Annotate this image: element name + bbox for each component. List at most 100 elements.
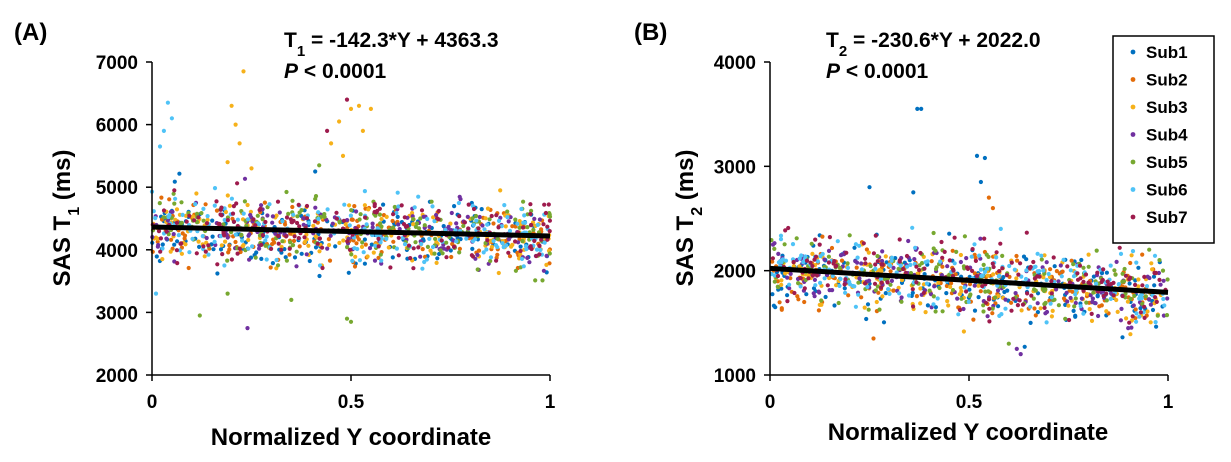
panel-b-point-sub5 [931,230,936,236]
panel-a-point-sub7 [192,218,197,223]
panel-a-point-sub7 [528,202,533,207]
panel-a-point-sub7 [184,219,189,224]
panel-a-point-sub6 [256,222,262,227]
panel-a-point-sub3 [155,236,160,241]
panel-a-point-sub7 [363,215,368,220]
panel-a-point-sub7 [534,253,539,259]
panel-a-point-sub7 [215,262,220,267]
panel-a-point-sub6 [394,210,399,216]
panel-b-point-sub7 [1004,273,1010,278]
panel-b-y-axis-title-unit: (ms) [672,150,699,207]
panel-a-point-sub5 [290,198,295,203]
panel-a-point-sub3 [365,254,370,259]
panel-a-point-sub7 [469,253,474,258]
panel-a-point-sub2 [390,218,395,224]
panel-a-point-sub1 [154,254,159,259]
panel-b-point-sub7 [974,274,980,279]
panel-b-point-sub5 [1071,262,1076,267]
panel-a-outlier-sub5 [348,319,354,324]
panel-a-point-sub5 [470,216,475,221]
panel-a-point-sub7 [179,241,184,246]
panel-a-point-sub4 [273,231,278,236]
panel-a-point-sub7 [541,222,546,227]
panel-b-point-sub6 [969,254,974,259]
panel-b-point-sub2 [940,264,945,269]
panel-b-point-sub4 [817,290,822,295]
panel-a-point-sub7 [219,205,224,210]
panel-b-point-sub7 [983,300,989,305]
panel-b-point-sub3 [779,282,784,287]
panel-b-point-sub7 [817,242,822,247]
panel-b-point-sub7 [808,260,813,265]
panel-b-point-sub5 [1039,257,1044,262]
panel-b-point-sub7 [783,228,788,233]
panel-a-point-sub4 [480,223,485,228]
panel-b-point-sub7 [1105,279,1110,284]
panel-b-point-sub6 [938,259,943,264]
panel-a-point-sub6 [534,247,540,252]
panel-b-point-sub6 [1048,301,1053,306]
panel-a-point-sub7 [439,238,444,243]
panel-b-point-sub5 [1132,293,1137,298]
panel-b-point-sub7 [814,273,820,278]
panel-b-point-sub2 [829,245,835,251]
panel-b-point-sub4 [1003,297,1008,302]
panel-b-point-sub3 [866,250,871,255]
panel-a-point-sub6 [488,255,494,260]
panel-b-outlier-sub1 [982,155,988,161]
panel-a-point-sub6 [379,236,384,241]
panel-a-point-sub7 [302,235,307,240]
panel-b-point-sub6 [853,242,859,247]
panel-a-point-sub5 [295,214,300,219]
panel-a-point-sub4 [418,254,423,259]
panel-b-point-sub7 [964,289,969,294]
panel-b-point-sub6 [818,280,823,285]
panel-b-point-sub4 [891,265,896,270]
panel-a-point-sub5 [378,252,383,257]
panel-b-point-sub6 [952,261,957,266]
panel-b-point-sub6 [906,293,912,298]
panel-a-point-sub4 [313,205,318,210]
panel-b-point-sub7 [872,281,878,286]
panel-b-point-sub7 [810,263,815,269]
panel-b-point-sub6 [913,245,918,250]
panel-b-point-sub6 [1094,281,1099,286]
panel-b-point-sub5 [1155,313,1160,318]
panel-a-point-sub2 [420,247,425,252]
panel-a-point-sub6 [306,220,311,225]
legend-entries: Sub1 Sub2 Sub3 Sub4 Sub5 Sub6 Sub7 [1130,43,1188,227]
panel-a-point-sub4 [379,261,384,266]
panel-a-point-sub2 [203,202,208,207]
panel-b-outlier-sub1 [1022,344,1027,349]
panel-a-point-sub6 [502,203,507,208]
panel-b-point-sub3 [880,294,885,299]
panel-b-point-sub2 [1099,303,1104,308]
panel-b-point-sub1 [1154,324,1159,329]
panel-a-outlier-sub6 [157,144,163,149]
panel-a-point-sub7 [494,213,499,218]
panel-a-outlier-sub3 [329,141,334,146]
panel-a-point-sub7 [196,215,201,220]
panel-a-point-sub6 [241,211,246,216]
panel-b-p-symbol: P [826,60,841,83]
panel-a-point-sub3 [386,245,391,250]
panel-b-point-sub2 [854,265,859,270]
panel-a-outlier-sub3 [241,69,246,74]
panel-a-point-sub3 [489,244,495,249]
panel-a-point-sub1 [177,171,182,176]
panel-a-point-sub6 [522,213,527,218]
panel-b-point-sub4 [1158,282,1163,287]
panel-b-point-sub4 [1013,291,1018,296]
panel-b-point-sub1 [947,231,952,236]
panel-a-outlier-sub6 [161,128,166,133]
panel-a-point-sub4 [265,213,270,218]
panel-a-point-sub6 [378,240,383,245]
panel-b-point-sub5 [873,288,878,293]
panel-a-point-sub2 [290,204,295,210]
panel-a-point-sub6 [395,190,400,195]
panel-a-point-sub6 [496,218,502,223]
panel-b-point-sub6 [1162,303,1167,308]
panel-a-outlier-sub6 [153,291,159,296]
panel-b-point-sub2 [949,281,954,286]
panel-b-point-sub3 [948,284,953,289]
